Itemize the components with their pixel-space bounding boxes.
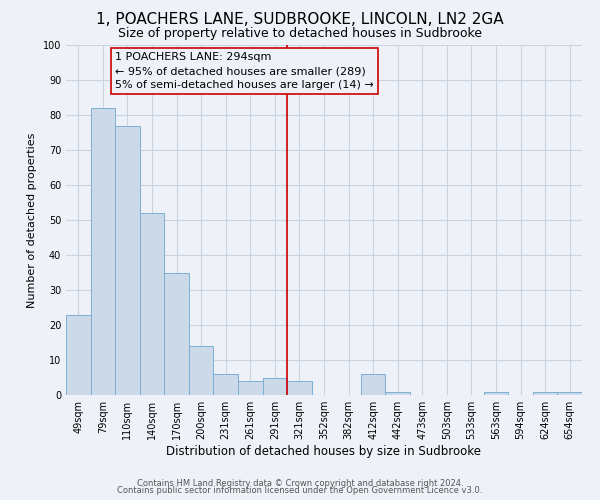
Bar [533,392,557,395]
Text: 1, POACHERS LANE, SUDBROOKE, LINCOLN, LN2 2GA: 1, POACHERS LANE, SUDBROOKE, LINCOLN, LN… [96,12,504,28]
Bar [189,346,214,395]
Bar [164,272,189,395]
Bar [140,213,164,395]
Bar [214,374,238,395]
Bar [91,108,115,395]
Bar [484,392,508,395]
Bar [287,381,312,395]
Text: Contains HM Land Registry data © Crown copyright and database right 2024.: Contains HM Land Registry data © Crown c… [137,478,463,488]
Y-axis label: Number of detached properties: Number of detached properties [27,132,37,308]
Text: 1 POACHERS LANE: 294sqm
← 95% of detached houses are smaller (289)
5% of semi-de: 1 POACHERS LANE: 294sqm ← 95% of detache… [115,52,374,90]
Bar [238,381,263,395]
Text: Contains public sector information licensed under the Open Government Licence v3: Contains public sector information licen… [118,486,482,495]
Bar [263,378,287,395]
X-axis label: Distribution of detached houses by size in Sudbrooke: Distribution of detached houses by size … [167,445,482,458]
Bar [361,374,385,395]
Bar [115,126,140,395]
Text: Size of property relative to detached houses in Sudbrooke: Size of property relative to detached ho… [118,28,482,40]
Bar [385,392,410,395]
Bar [66,314,91,395]
Bar [557,392,582,395]
